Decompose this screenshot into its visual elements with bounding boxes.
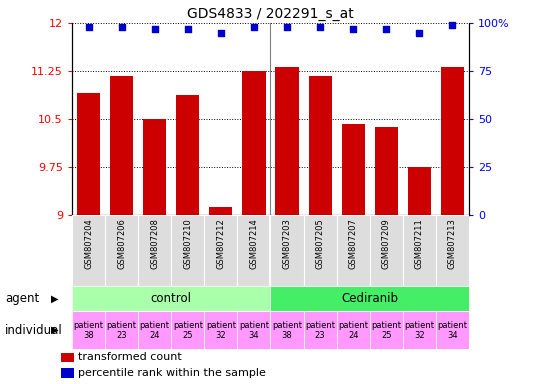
- Bar: [204, 311, 237, 349]
- Text: GSM807209: GSM807209: [382, 218, 391, 269]
- Bar: [209, 207, 232, 215]
- Bar: [270, 286, 469, 311]
- Point: [382, 26, 391, 32]
- Text: patient
34: patient 34: [239, 321, 269, 340]
- Text: GSM807214: GSM807214: [249, 218, 259, 269]
- Text: GSM807213: GSM807213: [448, 218, 457, 270]
- Text: GSM807207: GSM807207: [349, 218, 358, 270]
- Bar: [143, 119, 166, 215]
- Bar: [403, 215, 436, 286]
- Text: GSM807206: GSM807206: [117, 218, 126, 270]
- Bar: [171, 215, 204, 286]
- Bar: [309, 76, 332, 215]
- Bar: [171, 311, 204, 349]
- Bar: [342, 124, 365, 215]
- Bar: [72, 286, 270, 311]
- Bar: [110, 76, 133, 215]
- Text: GSM807211: GSM807211: [415, 218, 424, 269]
- Point: [415, 30, 424, 36]
- Bar: [61, 353, 74, 362]
- Text: Cediranib: Cediranib: [341, 292, 398, 305]
- Text: GSM807210: GSM807210: [183, 218, 192, 269]
- Text: patient
24: patient 24: [338, 321, 368, 340]
- Text: individual: individual: [5, 324, 63, 337]
- Bar: [105, 311, 138, 349]
- Text: ▶: ▶: [51, 293, 58, 304]
- Bar: [243, 71, 265, 215]
- Bar: [176, 95, 199, 215]
- Bar: [72, 215, 105, 286]
- Bar: [204, 215, 237, 286]
- Bar: [276, 66, 298, 215]
- Text: percentile rank within the sample: percentile rank within the sample: [78, 368, 265, 378]
- Bar: [138, 215, 171, 286]
- Bar: [72, 311, 105, 349]
- Point: [216, 30, 225, 36]
- Bar: [237, 215, 270, 286]
- Text: GSM807212: GSM807212: [216, 218, 225, 269]
- Bar: [105, 215, 138, 286]
- Point: [150, 26, 159, 32]
- Text: patient
34: patient 34: [438, 321, 467, 340]
- Title: GDS4833 / 202291_s_at: GDS4833 / 202291_s_at: [187, 7, 354, 21]
- Text: GSM807205: GSM807205: [316, 218, 325, 269]
- Text: GSM807204: GSM807204: [84, 218, 93, 269]
- Text: patient
32: patient 32: [206, 321, 236, 340]
- Text: patient
38: patient 38: [272, 321, 302, 340]
- Bar: [375, 127, 398, 215]
- Point: [249, 24, 258, 30]
- Point: [183, 26, 192, 32]
- Text: GSM807203: GSM807203: [282, 218, 292, 270]
- Bar: [403, 311, 436, 349]
- Text: patient
23: patient 23: [107, 321, 136, 340]
- Bar: [270, 311, 304, 349]
- Text: patient
24: patient 24: [140, 321, 169, 340]
- Bar: [337, 215, 370, 286]
- Bar: [304, 215, 337, 286]
- Bar: [304, 311, 337, 349]
- Bar: [61, 368, 74, 378]
- Text: control: control: [151, 292, 192, 305]
- Bar: [370, 215, 403, 286]
- Bar: [408, 167, 431, 215]
- Point: [349, 26, 358, 32]
- Point: [316, 24, 325, 30]
- Text: agent: agent: [5, 292, 39, 305]
- Text: patient
38: patient 38: [74, 321, 103, 340]
- Text: GSM807208: GSM807208: [150, 218, 159, 270]
- Point: [448, 22, 457, 28]
- Bar: [436, 215, 469, 286]
- Bar: [237, 311, 270, 349]
- Bar: [436, 311, 469, 349]
- Bar: [337, 311, 370, 349]
- Text: transformed count: transformed count: [78, 353, 181, 362]
- Bar: [270, 215, 304, 286]
- Text: patient
25: patient 25: [372, 321, 401, 340]
- Bar: [138, 311, 171, 349]
- Text: ▶: ▶: [51, 325, 58, 335]
- Bar: [77, 93, 100, 215]
- Bar: [370, 311, 403, 349]
- Text: patient
25: patient 25: [173, 321, 203, 340]
- Text: patient
32: patient 32: [405, 321, 434, 340]
- Text: patient
23: patient 23: [305, 321, 335, 340]
- Point: [117, 24, 126, 30]
- Bar: [441, 66, 464, 215]
- Point: [84, 24, 93, 30]
- Point: [283, 24, 292, 30]
